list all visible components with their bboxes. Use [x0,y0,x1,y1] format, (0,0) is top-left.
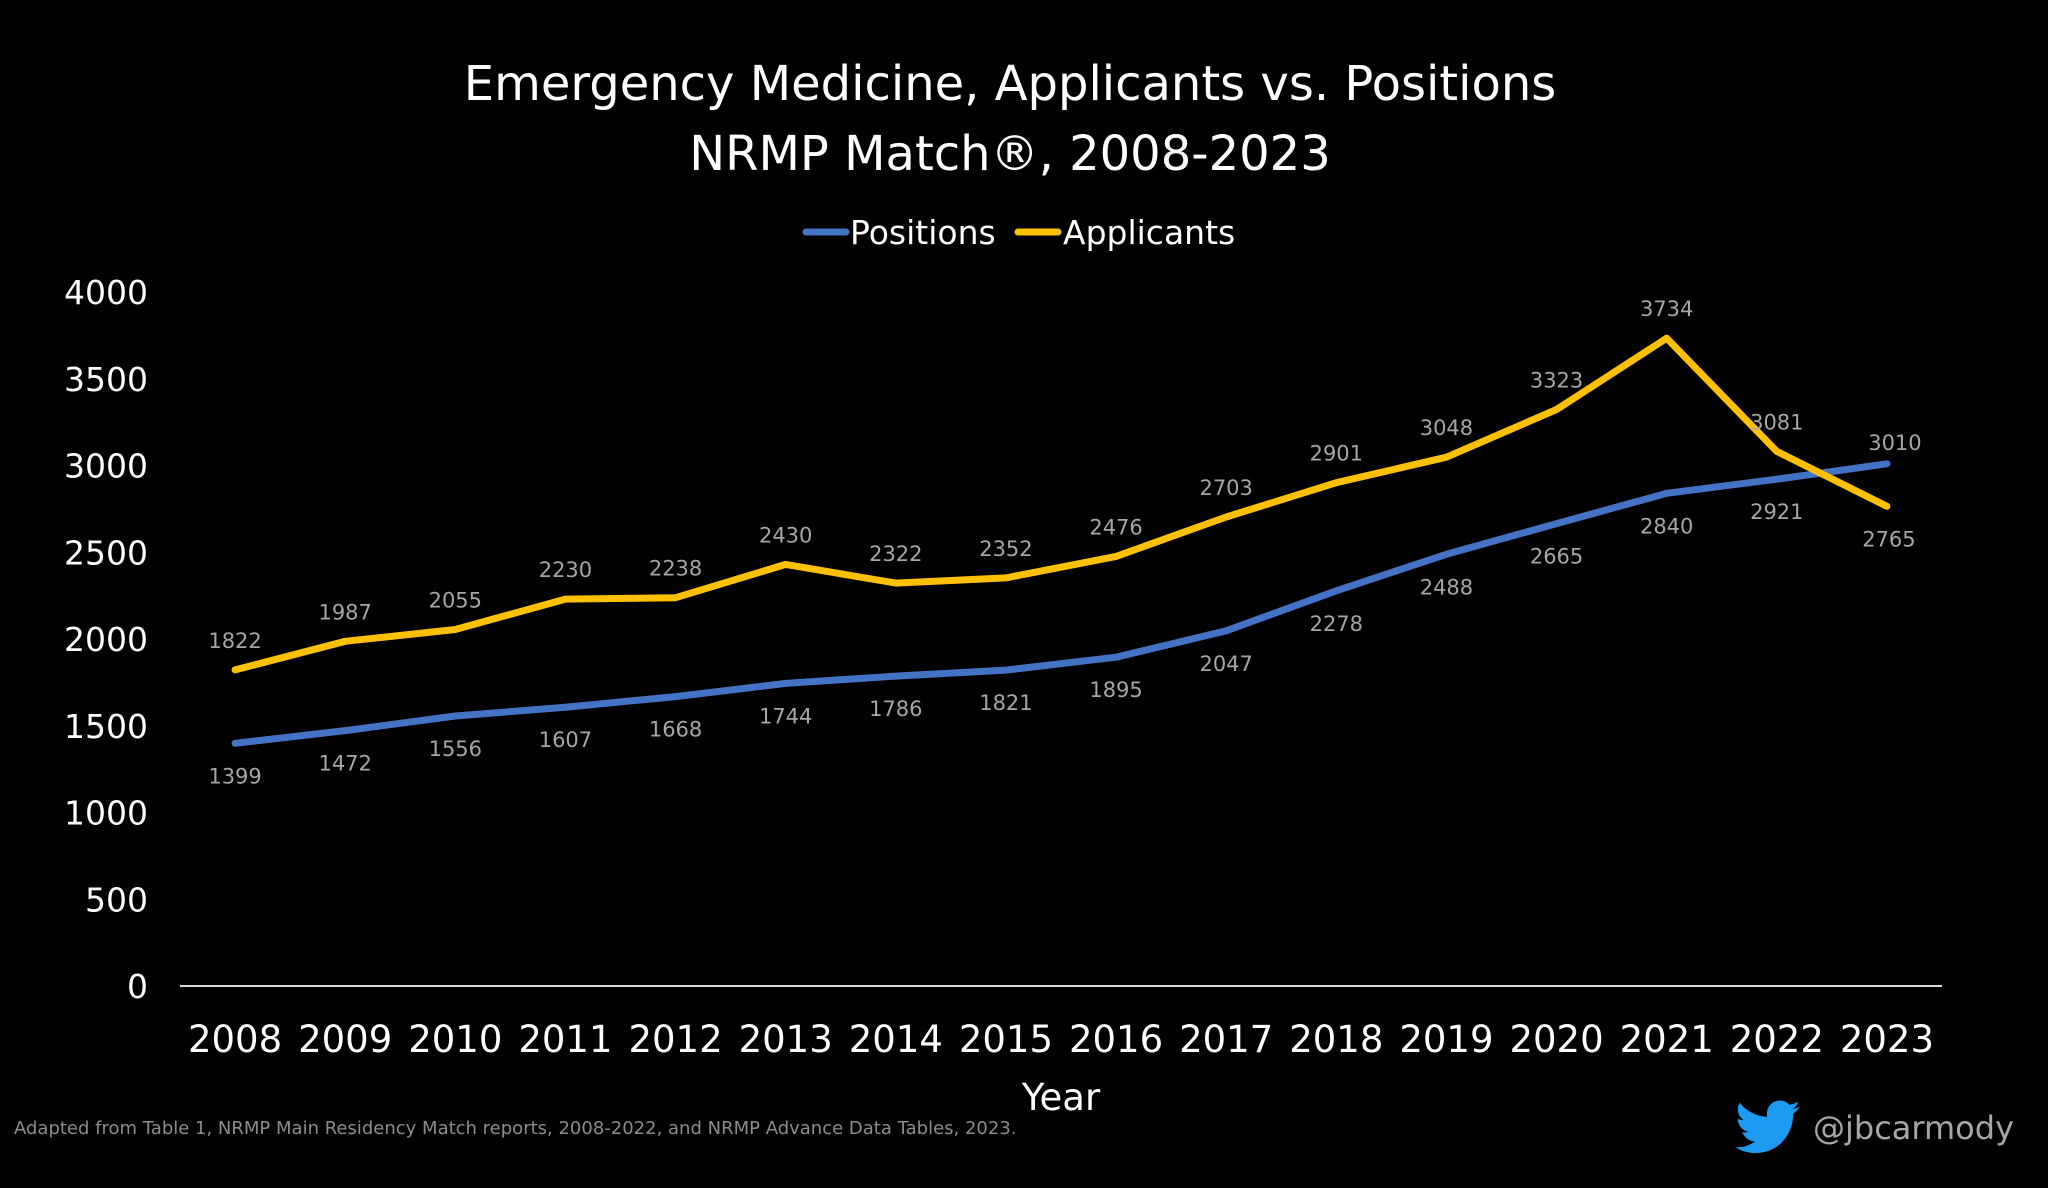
x-axis: 2008 2009 2010 2011 2012 2013 2014 2015 2016 2017… [188,1018,1934,1061]
data-label-positions: 2488 [1420,575,1473,599]
data-label-applicants: 2352 [979,537,1032,561]
data-label-positions: 1472 [318,752,371,776]
data-label-applicants: 2238 [649,557,702,581]
data-label-positions: 2047 [1199,652,1252,676]
chart-title-line-2: NRMP Match®, 2008-2023 [689,126,1330,182]
twitter-bird-icon [1735,1100,1800,1154]
legend-label-positions: Positions [850,213,996,252]
data-label-applicants: 2703 [1199,476,1252,500]
y-tick-label: 2000 [64,620,148,659]
legend: Positions Applicants [802,213,1235,252]
x-tick-label: 2012 [628,1018,722,1061]
data-label-positions: 2665 [1530,545,1583,569]
data-label-positions: 2278 [1310,612,1363,636]
y-tick-label: 0 [127,967,148,1006]
data-label-applicants: 3081 [1750,410,1803,434]
x-tick-label: 2022 [1730,1018,1824,1061]
data-label-applicants: 3734 [1640,297,1693,321]
x-tick-label: 2008 [188,1018,282,1061]
x-axis-title: Year [1021,1076,1101,1119]
data-label-positions: 1607 [539,728,592,752]
x-tick-label: 2010 [408,1018,502,1061]
y-tick-label: 1000 [64,794,148,833]
x-tick-label: 2023 [1840,1018,1934,1061]
data-label-applicants: 2765 [1862,527,1915,551]
source-note: Adapted from Table 1, NRMP Main Residenc… [14,1118,1017,1139]
chart-title-line-1: Emergency Medicine, Applicants vs. Posit… [464,56,1557,112]
data-label-applicants: 1987 [318,600,371,624]
data-label-applicants: 2322 [869,542,922,566]
x-tick-label: 2017 [1179,1018,1273,1061]
data-label-positions: 1821 [979,691,1032,715]
data-label-positions: 1744 [759,704,812,728]
x-tick-label: 2011 [518,1018,612,1061]
y-tick-label: 1500 [64,707,148,746]
data-label-applicants: 2430 [759,523,812,547]
series-line-applicants [231,334,1891,674]
x-tick-label: 2015 [959,1018,1053,1061]
data-label-applicants: 2230 [539,558,592,582]
twitter-handle: @jbcarmody [1813,1109,2014,1147]
data-label-applicants: 3048 [1420,416,1473,440]
x-tick-label: 2016 [1069,1018,1163,1061]
legend-label-applicants: Applicants [1063,213,1235,252]
x-tick-label: 2021 [1620,1018,1714,1061]
data-label-applicants: 2476 [1089,515,1142,539]
data-label-positions: 1786 [869,697,922,721]
data-label-positions: 1556 [429,737,482,761]
x-tick-label: 2019 [1399,1018,1493,1061]
x-tick-label: 2018 [1289,1018,1383,1061]
x-tick-label: 2009 [298,1018,392,1061]
series-line-positions [231,460,1891,747]
data-label-positions: 2840 [1640,514,1693,538]
y-axis: 0 500 1000 1500 2000 2500 3000 3500 4000 [64,273,148,1006]
data-label-positions: 1399 [208,764,261,788]
x-tick-label: 2014 [849,1018,943,1061]
x-tick-label: 2013 [739,1018,833,1061]
y-tick-label: 500 [85,880,148,919]
data-label-applicants: 2055 [429,588,482,612]
data-label-positions: 2921 [1750,500,1803,524]
data-label-positions: 1668 [649,718,702,742]
data-label-positions: 1895 [1089,678,1142,702]
series-layer [231,334,1891,747]
data-label-applicants: 1822 [208,629,261,653]
y-tick-label: 3500 [64,360,148,399]
x-tick-label: 2020 [1509,1018,1603,1061]
y-tick-label: 4000 [64,273,148,312]
data-label-applicants: 2901 [1310,442,1363,466]
twitter-credit: @jbcarmody [1735,1096,2014,1160]
data-label-applicants: 3323 [1530,368,1583,392]
data-labels: 1399 1472 1556 1607 1668 1744 1786 1821 1895 2047… [208,297,1921,788]
data-label-positions: 3010 [1868,431,1921,455]
y-tick-label: 3000 [64,447,148,486]
y-tick-label: 2500 [64,533,148,572]
